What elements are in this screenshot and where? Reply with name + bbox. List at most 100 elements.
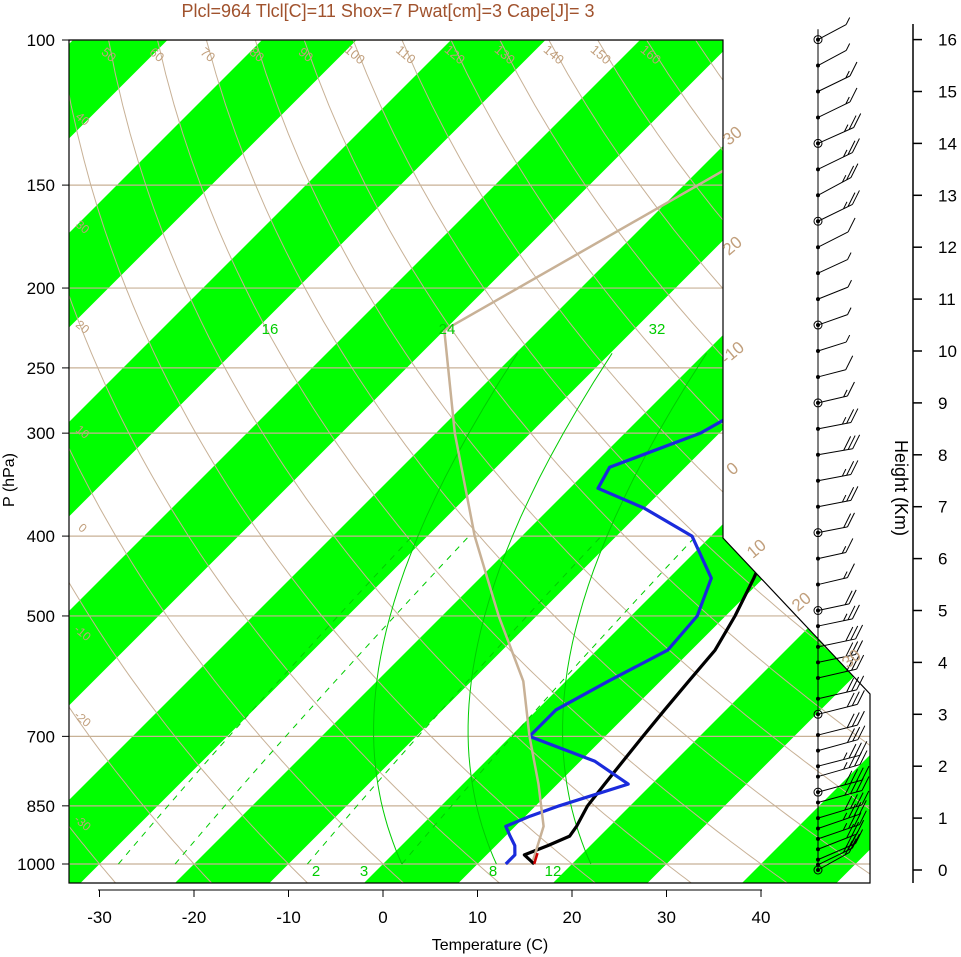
- wind-barb-staff: [817, 286, 849, 300]
- wind-barb-flag: [853, 113, 862, 128]
- wind-barb-flag: [853, 742, 862, 757]
- wind-barb-flag: [848, 589, 857, 605]
- wind-barb-dot: [816, 847, 820, 852]
- height-tick-label: 3: [938, 705, 947, 724]
- wind-barb-dot: [816, 748, 820, 753]
- wind-barb-dot: [816, 245, 820, 250]
- adiabat-label-left: 0: [76, 520, 90, 535]
- wind-barb-flag: [847, 279, 852, 288]
- height-tick-label: 2: [938, 757, 947, 776]
- wind-barb: [816, 819, 865, 852]
- wind-barb: [816, 710, 865, 738]
- wind-barb-flag: [858, 800, 867, 815]
- wind-barb: [816, 512, 855, 535]
- wind-barb-flag: [846, 165, 855, 181]
- wind-calm-circle: [813, 709, 823, 719]
- wind-barb-staff: [817, 739, 858, 752]
- wind-barb-flag: [853, 801, 862, 817]
- wind-barb-flag: [843, 149, 848, 158]
- wind-barb-flag: [861, 765, 870, 781]
- pressure-tick-label: 850: [27, 797, 55, 816]
- wind-barb-flag: [841, 174, 847, 183]
- wind-barb-flag: [845, 355, 854, 370]
- wind-barb-staff: [817, 618, 853, 627]
- wind-barb-flag: [845, 70, 850, 79]
- height-tick-label: 0: [938, 861, 947, 880]
- wind-barb-flag: [846, 677, 855, 693]
- wind-barb-flag: [855, 792, 864, 807]
- wind-barb-flag: [847, 140, 856, 155]
- wind-barb: [816, 725, 866, 753]
- wind-barb-dot: [816, 836, 820, 841]
- wind-barb: [816, 654, 865, 680]
- wind-barb-flag: [851, 604, 860, 620]
- height-tick-label: 7: [938, 498, 947, 517]
- wind-barb-dot: [816, 675, 820, 680]
- wind-barb-staff: [817, 152, 853, 170]
- wind-barb-dot: [816, 624, 820, 629]
- wind-barb-flag: [843, 513, 852, 528]
- temperature-tick-label: -10: [276, 908, 301, 927]
- wind-barb-flag: [842, 812, 848, 821]
- wind-barb-flag: [843, 389, 848, 398]
- mixing-ratio-label: 12: [545, 863, 562, 880]
- pressure-tick-label: 500: [27, 607, 55, 626]
- wind-barb-flag: [855, 640, 864, 655]
- height-tick-label: 9: [938, 394, 947, 413]
- wind-barb-staff: [817, 499, 852, 508]
- wind-barb-flag: [849, 87, 858, 103]
- isotherm-band: [69, 40, 626, 883]
- wind-barb-flag: [851, 656, 860, 671]
- wind-barb-flag: [843, 762, 848, 770]
- temperature-tick-label: 30: [657, 908, 676, 927]
- wind-barb-dot: [816, 816, 820, 821]
- wind-barb-staff: [817, 813, 860, 829]
- wind-barb-dot: [816, 696, 820, 701]
- wind-barb-dot: [816, 426, 820, 431]
- mixing-ratio-12: [401, 535, 697, 865]
- wind-barb-flag: [847, 307, 852, 315]
- wind-barb-flag: [846, 713, 855, 728]
- wind-barb-staff: [817, 314, 848, 326]
- wind-barb-dot: [816, 774, 820, 779]
- wind-barb-dot: [816, 115, 820, 120]
- height-tick-label: 13: [938, 186, 957, 205]
- wind-barb-dot: [816, 608, 820, 613]
- wind-barb-flag: [856, 710, 865, 726]
- pressure-axis: 100 150 200 250 300 400 500 700 850 1000: [17, 31, 69, 874]
- height-tick-label: 10: [938, 342, 957, 361]
- wind-barb: [816, 741, 868, 769]
- wind-barb: [816, 138, 860, 172]
- wind-barb-dot: [816, 800, 820, 805]
- wind-barb: [816, 163, 859, 198]
- wind-barb-flag: [844, 770, 853, 786]
- isotherm-band: [537, 40, 870, 883]
- wind-barb-flag: [848, 814, 857, 829]
- wind-barb-dot: [816, 504, 820, 509]
- wind-barb-flag: [847, 435, 856, 450]
- wind-barb: [816, 604, 860, 629]
- wind-barb-staff: [817, 779, 863, 793]
- wind-barb-column: [813, 17, 870, 875]
- wind-barb: [816, 43, 851, 68]
- wind-barb-dot: [816, 167, 820, 172]
- height-tick-label: 1: [938, 809, 947, 828]
- moist-adiabat-32: [562, 353, 708, 865]
- wind-calm-circle: [813, 35, 823, 45]
- wind-barb-flag: [846, 823, 855, 839]
- wind-barb-staff: [817, 847, 853, 866]
- pressure-tick-label: 100: [27, 31, 55, 50]
- wind-barb: [816, 838, 857, 872]
- wind-barb-flag: [861, 790, 870, 806]
- wind-barb-staff: [817, 341, 847, 352]
- wind-barb-dot: [816, 271, 820, 276]
- wind-barb-flag: [851, 691, 860, 706]
- temperature-tick-label: -20: [182, 908, 207, 927]
- wind-barb-flag: [846, 657, 855, 672]
- wind-barb-staff: [817, 843, 856, 861]
- wind-barb-staff: [817, 127, 854, 144]
- height-tick-label: 8: [938, 446, 947, 465]
- wind-barb-flag: [851, 138, 860, 153]
- wind-barb-flag: [847, 728, 855, 743]
